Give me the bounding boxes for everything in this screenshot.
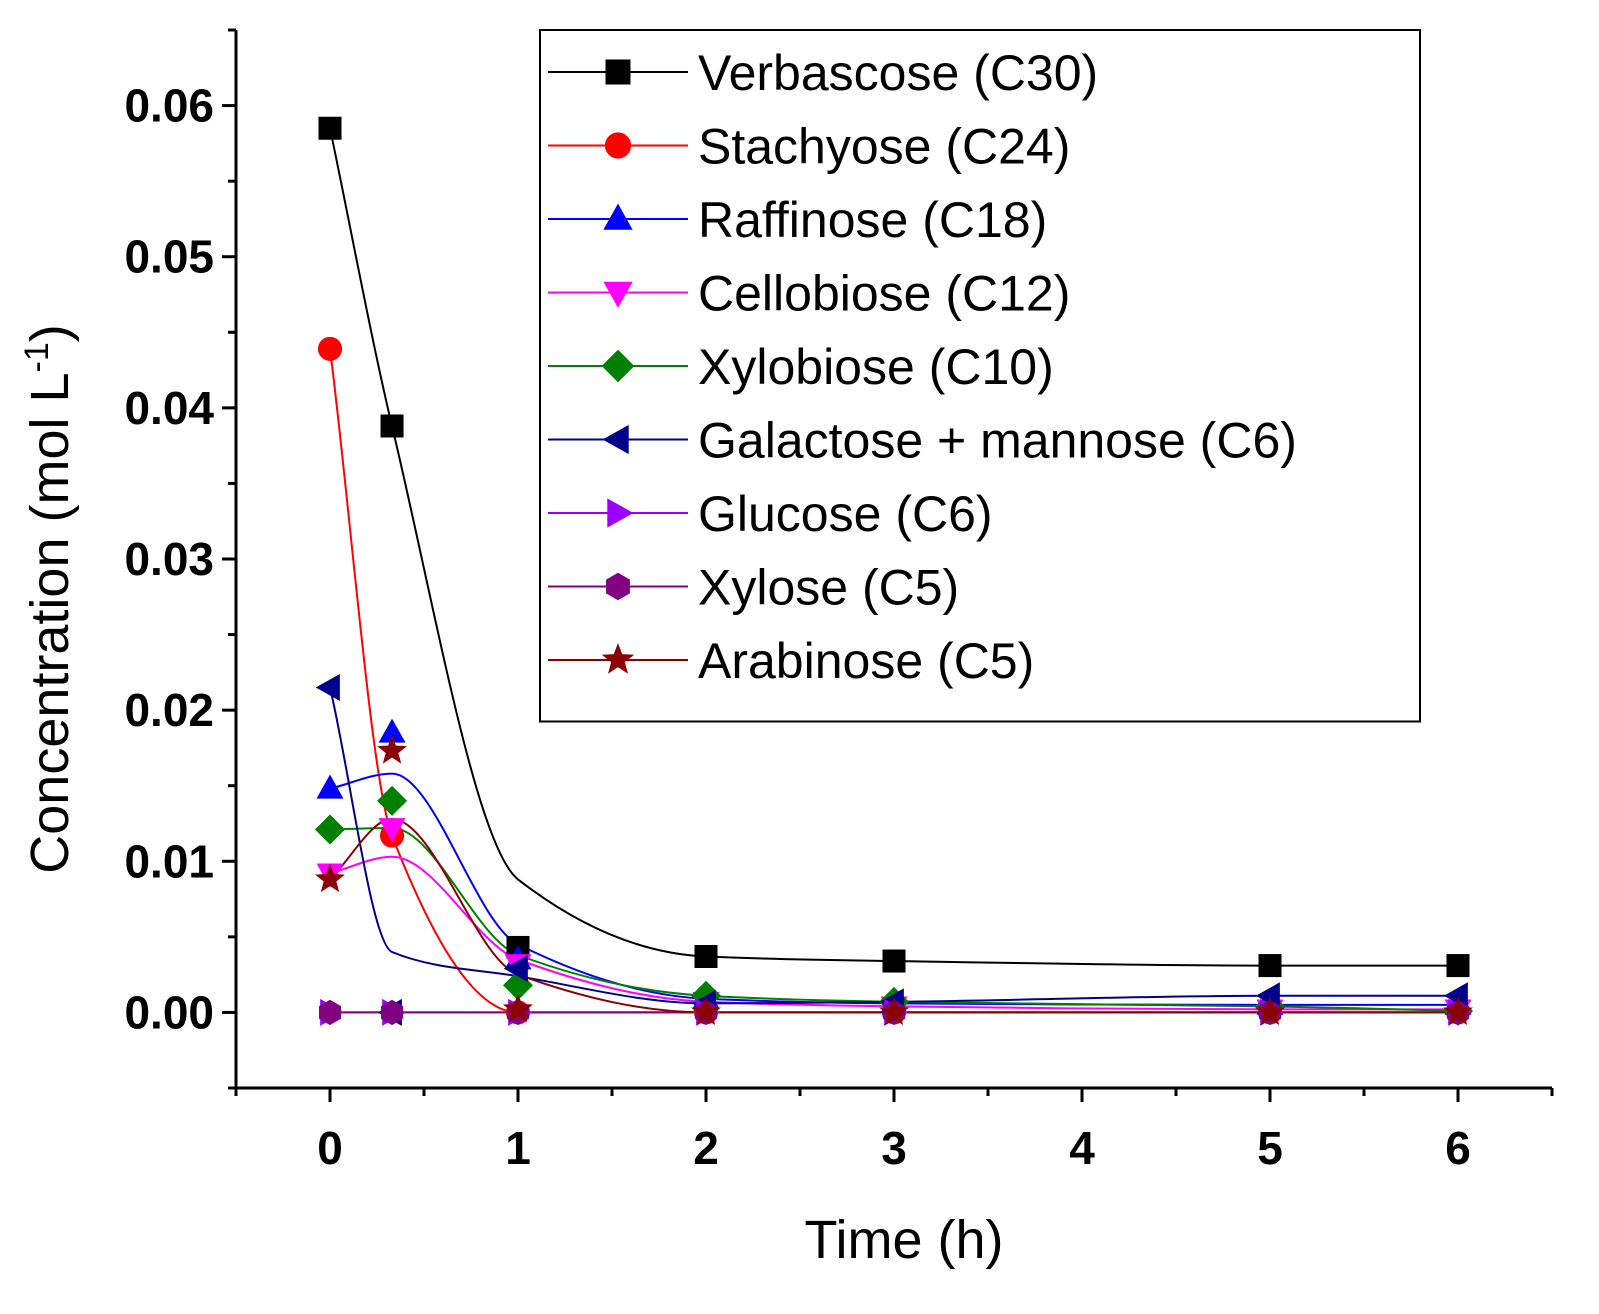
y-tick-label: 0.02	[124, 684, 214, 736]
y-tick-label: 0.01	[124, 835, 214, 887]
x-tick-label: 6	[1445, 1122, 1471, 1174]
legend-label-glucose-c6: Glucose (C6)	[698, 486, 993, 542]
y-axis-title-superscript: -1	[18, 342, 56, 372]
data-point-arabinose-c5	[1443, 996, 1473, 1026]
x-tick-label: 5	[1257, 1122, 1283, 1174]
x-tick-label: 3	[881, 1122, 907, 1174]
x-axis-title: Time (h)	[805, 1210, 1004, 1270]
x-tick-label: 0	[317, 1122, 343, 1174]
fit-curve-arabinose-c5	[329, 817, 1458, 1014]
legend: Verbascose (C30) Stachyose (C24) Raffinose…	[539, 29, 1421, 723]
y-tick-label: 0.06	[124, 80, 214, 132]
legend-marker-verbascose-c30	[605, 59, 631, 85]
data-point-xylose-c5	[319, 999, 341, 1026]
data-point-arabinose-c5	[503, 993, 533, 1023]
data-point-stachyose-c24	[317, 336, 343, 361]
legend-label-raffinose-c18: Raffinose (C18)	[698, 192, 1047, 248]
x-tick-label: 2	[693, 1122, 719, 1174]
legend-marker-arabinose-c5	[601, 642, 635, 674]
fit-curves	[329, 127, 1459, 1014]
data-point-verbascose-c30	[1258, 954, 1282, 978]
data-point-xylose-c5	[381, 999, 404, 1026]
fit-curve-cellobiose-c12	[329, 855, 1458, 1011]
data-point-verbascose-c30	[1446, 954, 1470, 978]
legend-marker-cellobiose-c12	[603, 281, 633, 308]
data-point-arabinose-c5	[315, 863, 345, 893]
data-point-galactose-mannose-c6	[315, 673, 340, 701]
legend-marker-xylose-c5	[606, 572, 630, 601]
legend-marker-xylobiose-c10	[601, 349, 635, 383]
legend-label-arabinose-c5: Arabinose (C5)	[698, 633, 1034, 689]
legend-marker-stachyose-c24	[604, 132, 632, 159]
data-point-galactose-mannose-c6	[503, 955, 528, 983]
data-point-arabinose-c5	[1255, 996, 1285, 1026]
data-point-raffinose-c18	[316, 774, 344, 799]
legend-label-xylobiose-c10: Xylobiose (C10)	[698, 339, 1054, 395]
y-tick-label: 0.04	[124, 382, 214, 434]
y-tick-label: 0.00	[124, 986, 214, 1038]
data-point-verbascose-c30	[318, 116, 342, 140]
data-point-verbascose-c30	[694, 945, 718, 969]
legend-label-cellobiose-c12: Cellobiose (C12)	[698, 266, 1070, 322]
data-point-xylobiose-c10	[377, 785, 408, 816]
data-point-xylobiose-c10	[314, 814, 346, 845]
x-tick-label: 4	[1069, 1122, 1095, 1174]
y-tick-label: 0.03	[124, 533, 214, 585]
legend-marker-raffinose-c18	[603, 203, 633, 230]
y-axis-title-main: Concentration (mol L	[20, 372, 80, 873]
y-axis-title-close: )	[20, 324, 80, 342]
x-tick-label: 1	[505, 1122, 531, 1174]
fit-curve-xylobiose-c10	[329, 826, 1459, 1012]
data-point-verbascose-c30	[882, 949, 906, 973]
data-markers	[314, 116, 1474, 1026]
legend-label-verbascose-c30: Verbascose (C30)	[698, 45, 1098, 101]
data-point-cellobiose-c12	[378, 818, 406, 843]
legend-marker-galactose-mannose-c6	[602, 424, 629, 455]
y-axis-title: Concentration (mol L-1)	[18, 324, 80, 873]
legend-label-xylose-c5: Xylose (C5)	[698, 560, 959, 616]
x-axis-ticks: 0 1 2 3 4 5 6	[234, 1088, 1554, 1174]
y-tick-label: 0.05	[124, 231, 214, 283]
y-axis-ticks: 0.00 0.01 0.02 0.03 0.04 0.05 0.06	[124, 28, 236, 1090]
legend-marker-glucose-c6	[607, 498, 634, 528]
data-point-arabinose-c5	[691, 996, 721, 1026]
legend-label-galactose-mannose-c6: Galactose + mannose (C6)	[698, 413, 1297, 469]
data-point-arabinose-c5	[377, 735, 407, 764]
legend-label-stachyose-c24: Stachyose (C24)	[698, 119, 1070, 175]
data-point-arabinose-c5	[879, 996, 909, 1026]
data-point-verbascose-c30	[380, 414, 404, 438]
